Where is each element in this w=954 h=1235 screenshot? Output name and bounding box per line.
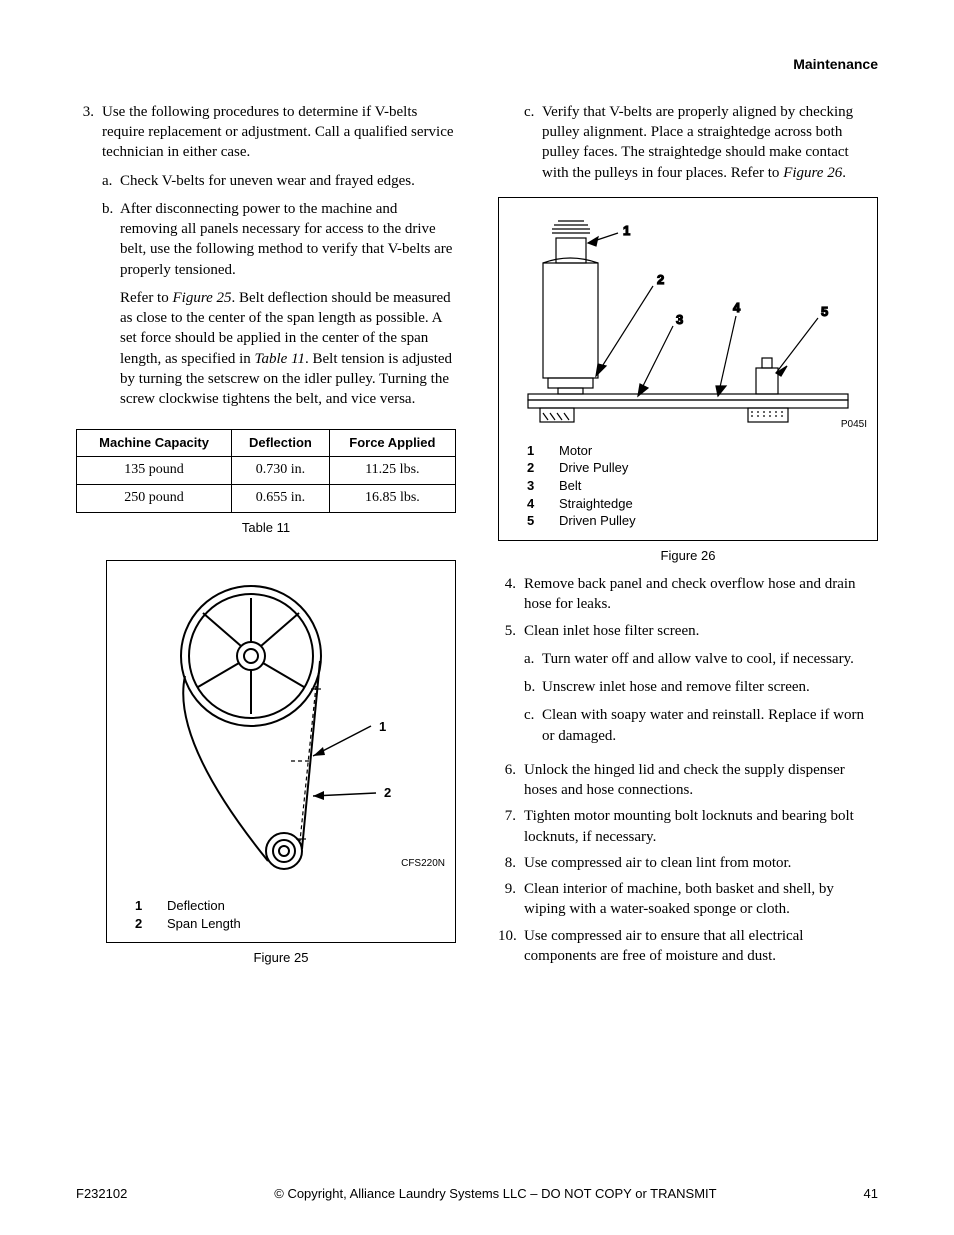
table-cell: 16.85 lbs.: [329, 484, 455, 512]
header-section: Maintenance: [76, 55, 878, 74]
table-11-h1: Machine Capacity: [77, 430, 232, 457]
step-3: 3. Use the following procedures to deter…: [76, 102, 456, 418]
figure-26-code: P045I: [841, 418, 867, 432]
figure-26-diagram: 1 2 3 4: [518, 208, 858, 428]
figure-26-box: 1 2 3 4: [498, 197, 878, 541]
figure-25-caption: Figure 25: [106, 949, 456, 967]
step-10-num: 10.: [498, 926, 524, 967]
step-3b: b. After disconnecting power to the mach…: [102, 199, 456, 410]
fig25-label-2: 2: [384, 785, 391, 800]
fig26-label-2: 2: [657, 272, 664, 287]
step-5a-text: Turn water off and allow valve to cool, …: [542, 649, 878, 669]
figure-25-diagram: 1 2: [141, 571, 421, 891]
two-column-layout: 3. Use the following procedures to deter…: [76, 102, 878, 972]
legend-text: Driven Pulley: [559, 512, 867, 530]
step-3c-num: c.: [524, 102, 542, 183]
legend-text: Straightedge: [559, 495, 867, 513]
table-cell: 0.730 in.: [232, 456, 330, 484]
step-5-num: 5.: [498, 621, 524, 754]
step-10: 10.Use compressed air to ensure that all…: [498, 926, 878, 967]
step-5c-num: c.: [524, 705, 542, 746]
step-4-text: Remove back panel and check overflow hos…: [524, 574, 878, 615]
table-11-caption: Table 11: [76, 519, 456, 537]
step-5c: c.Clean with soapy water and reinstall. …: [524, 705, 878, 746]
step-9-num: 9.: [498, 879, 524, 920]
footer-right: 41: [864, 1185, 878, 1203]
right-column: c. Verify that V-belts are properly alig…: [498, 102, 878, 972]
step-5-text: Clean inlet hose filter screen.: [524, 623, 699, 639]
fig26-label-1: 1: [623, 223, 630, 238]
step-5c-text: Clean with soapy water and reinstall. Re…: [542, 705, 878, 746]
figure-26-legend: 1Motor 2Drive Pulley 3Belt 4Straightedge…: [509, 442, 867, 530]
step-10-text: Use compressed air to ensure that all el…: [524, 926, 878, 967]
figure-26-ref: Figure 26: [783, 165, 842, 181]
step-8: 8.Use compressed air to clean lint from …: [498, 853, 878, 873]
table-11-ref: Table 11: [255, 351, 305, 367]
step-3-num: 3.: [76, 102, 102, 418]
figure-25-ref: Figure 25: [172, 290, 231, 306]
legend-text: Drive Pulley: [559, 459, 867, 477]
left-column: 3. Use the following procedures to deter…: [76, 102, 456, 972]
step-3b-text: After disconnecting power to the machine…: [120, 201, 452, 278]
table-cell: 0.655 in.: [232, 484, 330, 512]
step-3b-extra-pre: Refer to: [120, 290, 172, 306]
step-7-num: 7.: [498, 806, 524, 847]
legend-num: 4: [509, 495, 559, 513]
step-5b-text: Unscrew inlet hose and remove filter scr…: [542, 677, 878, 697]
table-cell: 135 pound: [77, 456, 232, 484]
legend-text: Deflection: [167, 897, 445, 915]
step-3b-extra: Refer to Figure 25. Belt deflection shou…: [120, 288, 456, 410]
figure-26-caption: Figure 26: [498, 547, 878, 565]
legend-num: 5: [509, 512, 559, 530]
legend-num: 2: [117, 915, 167, 933]
figure-25-legend: 1Deflection 2Span Length: [117, 897, 445, 932]
figure-25-code: CFS220N: [401, 857, 445, 871]
fig25-label-1: 1: [379, 719, 386, 734]
legend-num: 3: [509, 477, 559, 495]
step-9-text: Clean interior of machine, both basket a…: [524, 879, 878, 920]
table-11-h3: Force Applied: [329, 430, 455, 457]
step-5a-num: a.: [524, 649, 542, 669]
table-cell: 250 pound: [77, 484, 232, 512]
step-3c: c. Verify that V-belts are properly alig…: [524, 102, 878, 183]
step-5: 5. Clean inlet hose filter screen. a.Tur…: [498, 621, 878, 754]
step-3-text: Use the following procedures to determin…: [102, 104, 454, 161]
table-cell: 11.25 lbs.: [329, 456, 455, 484]
figure-25-box: 1 2 CFS220N 1Deflection 2Span Length: [106, 560, 456, 943]
step-6-text: Unlock the hinged lid and check the supp…: [524, 760, 878, 801]
step-3a-text: Check V-belts for uneven wear and frayed…: [120, 171, 456, 191]
step-3a: a. Check V-belts for uneven wear and fra…: [102, 171, 456, 191]
step-9: 9.Clean interior of machine, both basket…: [498, 879, 878, 920]
legend-text: Belt: [559, 477, 867, 495]
table-11: Machine Capacity Deflection Force Applie…: [76, 429, 456, 512]
footer-center: © Copyright, Alliance Laundry Systems LL…: [274, 1185, 716, 1203]
step-8-num: 8.: [498, 853, 524, 873]
fig26-label-5: 5: [821, 304, 828, 319]
fig26-label-3: 3: [676, 312, 683, 327]
step-7-text: Tighten motor mounting bolt locknuts and…: [524, 806, 878, 847]
step-5b: b.Unscrew inlet hose and remove filter s…: [524, 677, 878, 697]
legend-text: Span Length: [167, 915, 445, 933]
table-11-h2: Deflection: [232, 430, 330, 457]
table-row: 135 pound 0.730 in. 11.25 lbs.: [77, 456, 456, 484]
fig26-label-4: 4: [733, 300, 741, 315]
step-3b-num: b.: [102, 199, 120, 410]
page-footer: F232102 © Copyright, Alliance Laundry Sy…: [76, 1185, 878, 1203]
step-8-text: Use compressed air to clean lint from mo…: [524, 853, 878, 873]
step-5a: a.Turn water off and allow valve to cool…: [524, 649, 878, 669]
step-5b-num: b.: [524, 677, 542, 697]
legend-num: 1: [509, 442, 559, 460]
step-6: 6.Unlock the hinged lid and check the su…: [498, 760, 878, 801]
step-3a-num: a.: [102, 171, 120, 191]
footer-left: F232102: [76, 1185, 127, 1203]
step-7: 7.Tighten motor mounting bolt locknuts a…: [498, 806, 878, 847]
legend-text: Motor: [559, 442, 867, 460]
table-row: 250 pound 0.655 in. 16.85 lbs.: [77, 484, 456, 512]
step-4: 4. Remove back panel and check overflow …: [498, 574, 878, 615]
step-4-num: 4.: [498, 574, 524, 615]
step-3c-post: .: [842, 165, 846, 181]
legend-num: 1: [117, 897, 167, 915]
legend-num: 2: [509, 459, 559, 477]
step-6-num: 6.: [498, 760, 524, 801]
